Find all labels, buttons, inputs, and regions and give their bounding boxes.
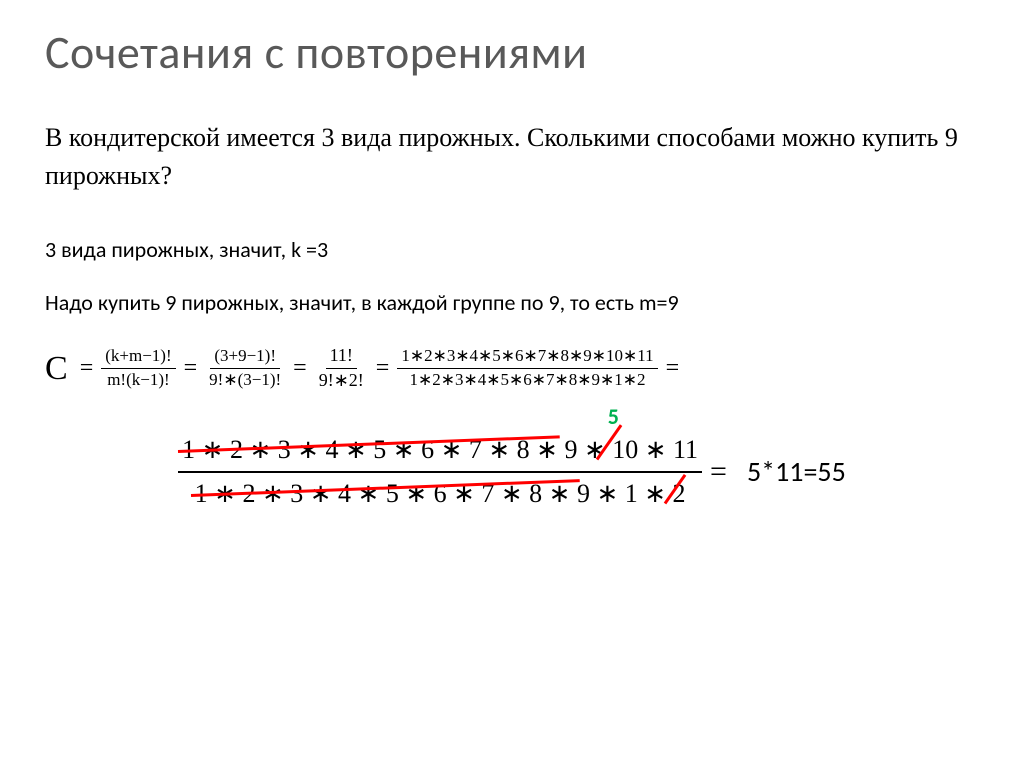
- frac-simplified: 11! 9!∗2!: [315, 344, 368, 393]
- frac-den: m!(k−1)!: [103, 369, 173, 392]
- den-text: 1 ∗ 2 ∗ 3 ∗ 4 ∗ 5 ∗ 6 ∗ 7 ∗ 8 ∗ 9 ∗ 1 ∗ …: [195, 479, 686, 508]
- slide-title: Сочетания с повторениями: [45, 25, 979, 81]
- frac-substituted: (3+9−1)! 9!∗(3−1)!: [205, 345, 285, 391]
- final-denominator: 1 ∗ 2 ∗ 3 ∗ 4 ∗ 5 ∗ 6 ∗ 7 ∗ 8 ∗ 9 ∗ 1 ∗ …: [191, 473, 690, 515]
- frac-num: (3+9−1)!: [210, 345, 280, 369]
- frac-num: 11!: [326, 344, 357, 369]
- final-fraction: 1 ∗ 2 ∗ 3 ∗ 4 ∗ 5 ∗ 6 ∗ 7 ∗ 8 ∗ 9 ∗ 10 ∗…: [178, 429, 702, 515]
- frac-num: 1∗2∗3∗4∗5∗6∗7∗8∗9∗10∗11: [397, 345, 657, 369]
- symbol-C: C: [45, 350, 68, 388]
- frac-num: (k+m−1)!: [101, 345, 175, 369]
- eq-sign: =: [293, 355, 307, 382]
- problem-statement: В кондитерской имеется 3 вида пирожных. …: [45, 119, 979, 194]
- eq-final: =: [710, 455, 727, 489]
- frac-den: 9!∗2!: [315, 369, 368, 393]
- step-m: Надо купить 9 пирожных, значит, в каждой…: [45, 289, 979, 316]
- step-k: 3 вида пирожных, значит, k =3: [45, 236, 979, 263]
- final-result: 5*11=55: [747, 454, 846, 489]
- final-row: 1 ∗ 2 ∗ 3 ∗ 4 ∗ 5 ∗ 6 ∗ 7 ∗ 8 ∗ 9 ∗ 10 ∗…: [45, 429, 979, 515]
- final-numerator: 1 ∗ 2 ∗ 3 ∗ 4 ∗ 5 ∗ 6 ∗ 7 ∗ 8 ∗ 9 ∗ 10 ∗…: [178, 429, 702, 473]
- eq-sign: =: [184, 355, 198, 382]
- eq-sign: =: [80, 355, 94, 382]
- frac-den: 9!∗(3−1)!: [205, 369, 285, 392]
- frac-symbolic: (k+m−1)! m!(k−1)!: [101, 345, 175, 391]
- formula-chain: C = (k+m−1)! m!(k−1)! = (3+9−1)! 9!∗(3−1…: [45, 344, 979, 393]
- frac-den: 1∗2∗3∗4∗5∗6∗7∗8∗9∗1∗2: [406, 369, 650, 392]
- eq-trail: =: [666, 355, 680, 382]
- eq-sign: =: [376, 355, 390, 382]
- frac-expanded: 1∗2∗3∗4∗5∗6∗7∗8∗9∗10∗11 1∗2∗3∗4∗5∗6∗7∗8∗…: [397, 345, 657, 391]
- annotation-5: 5: [608, 403, 619, 430]
- num-text: 1 ∗ 2 ∗ 3 ∗ 4 ∗ 5 ∗ 6 ∗ 7 ∗ 8 ∗ 9 ∗ 10 ∗…: [182, 435, 698, 464]
